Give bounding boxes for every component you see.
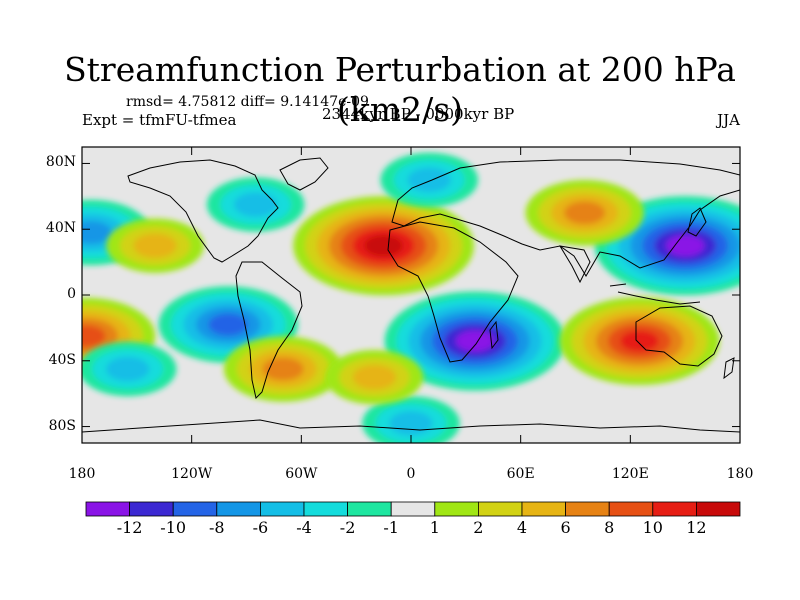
x-tick-label: 120W [162,466,222,482]
colorbar-swatch [391,502,435,516]
x-tick-label: 180 [710,466,770,482]
contour-ring [620,330,659,351]
contour-ring [353,365,396,389]
colorbar-swatch [522,502,566,516]
colorbar-swatch [304,502,348,516]
colorbar-label: -1 [371,518,411,537]
colorbar-label: -10 [153,518,193,537]
contour-ring [666,235,704,256]
colorbar-label: -6 [240,518,280,537]
colorbar-label: 10 [633,518,673,537]
anomaly-center [207,177,305,231]
colorbar-label: -12 [110,518,150,537]
anomaly-center [559,297,719,385]
anomaly-center [525,180,643,246]
contour-ring [66,325,106,347]
colorbar-swatch [566,502,610,516]
contour-ring [106,357,149,381]
colorbar-label: 12 [676,518,716,537]
anomaly-center [380,153,478,207]
contour-ring [208,314,248,336]
colorbar-label: 6 [546,518,586,537]
colorbar-label: 1 [415,518,455,537]
colorbar-swatch [435,502,479,516]
x-tick-label: 60E [491,466,551,482]
colorbar-label: -8 [197,518,237,537]
contour-ring [262,358,303,381]
anomaly-center [326,350,424,404]
colorbar-label: -4 [284,518,324,537]
y-tick-label: 80N [36,154,76,170]
x-tick-label: 60W [271,466,331,482]
anomaly-center [224,336,342,402]
colorbar-label: 4 [502,518,542,537]
colorbar-swatch [653,502,697,516]
map-plot [0,0,800,600]
colorbar-swatch [478,502,522,516]
colorbar-swatch [348,502,392,516]
colorbar-label: -2 [328,518,368,537]
contour-ring [456,331,494,352]
x-tick-label: 0 [381,466,441,482]
anomaly-center [293,196,474,295]
y-tick-label: 0 [36,286,76,302]
colorbar-swatch [696,502,740,516]
colorbar-swatch [86,502,130,516]
anomaly-center [106,218,204,272]
x-tick-label: 120E [600,466,660,482]
contour-ring [133,234,176,258]
colorbar-label: 8 [589,518,629,537]
colorbar-swatch [609,502,653,516]
y-tick-label: 80S [36,418,76,434]
contour-ring [408,168,451,192]
colorbar-swatch [173,502,217,516]
anomaly-center [79,342,177,396]
colorbar-label: 2 [458,518,498,537]
contour-ring [234,192,277,216]
contour-ring [365,235,403,256]
y-tick-label: 40N [36,220,76,236]
contour-ring [389,411,432,435]
x-tick-label: 180 [52,466,112,482]
y-tick-label: 40S [36,352,76,368]
colorbar-swatch [217,502,261,516]
contour-ring [71,221,112,244]
colorbar [86,502,740,516]
contour-ring [564,201,605,224]
colorbar-swatch [260,502,304,516]
colorbar-swatch [130,502,174,516]
